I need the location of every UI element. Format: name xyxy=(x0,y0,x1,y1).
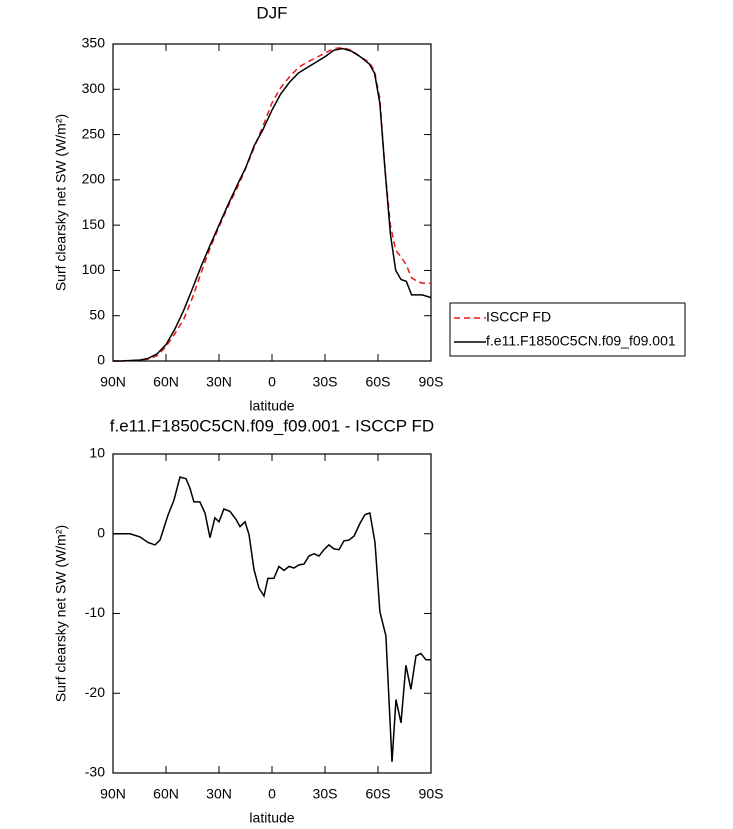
chart-title: f.e11.F1850C5CN.f09_f09.001 - ISCCP FD xyxy=(110,416,434,435)
x-tick-label: 0 xyxy=(268,374,276,390)
y-tick-label: 100 xyxy=(82,261,106,277)
x-tick-label: 30S xyxy=(313,374,338,390)
x-tick-label: 90S xyxy=(419,374,444,390)
x-tick-label: 60S xyxy=(366,374,391,390)
x-tick-label: 90N xyxy=(100,374,126,390)
y-tick-label: -10 xyxy=(85,604,105,620)
x-tick-label: 30S xyxy=(313,786,338,802)
y-tick-label: 10 xyxy=(89,445,105,461)
x-tick-label: 60S xyxy=(366,786,391,802)
y-tick-label: -20 xyxy=(85,684,105,700)
x-tick-label: 30N xyxy=(206,786,232,802)
y-tick-label: 50 xyxy=(89,306,105,322)
x-tick-label: 90N xyxy=(100,786,126,802)
y-tick-label: 250 xyxy=(82,125,106,141)
legend-label: f.e11.F1850C5CN.f09_f09.001 xyxy=(486,333,676,349)
y-tick-label: 300 xyxy=(82,80,106,96)
y-tick-label: -30 xyxy=(85,764,105,780)
y-tick-label: 200 xyxy=(82,171,106,187)
plot-frame xyxy=(112,43,432,362)
x-tick-label: 60N xyxy=(153,374,179,390)
y-tick-label: 350 xyxy=(82,35,106,51)
y-axis-label: Surf clearsky net SW (W/m²) xyxy=(53,525,69,702)
x-tick-label: 30N xyxy=(206,374,232,390)
legend-box xyxy=(449,302,686,357)
y-tick-label: 150 xyxy=(82,216,106,232)
y-axis-label: Surf clearsky net SW (W/m²) xyxy=(53,114,69,291)
data-line xyxy=(113,476,431,762)
legend-label: ISCCP FD xyxy=(486,309,551,325)
data-line xyxy=(113,46,431,362)
y-tick-label: 0 xyxy=(97,524,105,540)
data-line xyxy=(113,47,432,362)
x-tick-label: 0 xyxy=(268,786,276,802)
x-tick-label: 60N xyxy=(153,786,179,802)
x-tick-label: 90S xyxy=(419,786,444,802)
plot-frame xyxy=(112,453,432,774)
x-axis-label: latitude xyxy=(249,810,294,826)
chart-title: DJF xyxy=(256,3,287,22)
y-tick-label: 0 xyxy=(97,352,105,368)
x-axis-label: latitude xyxy=(249,398,294,414)
